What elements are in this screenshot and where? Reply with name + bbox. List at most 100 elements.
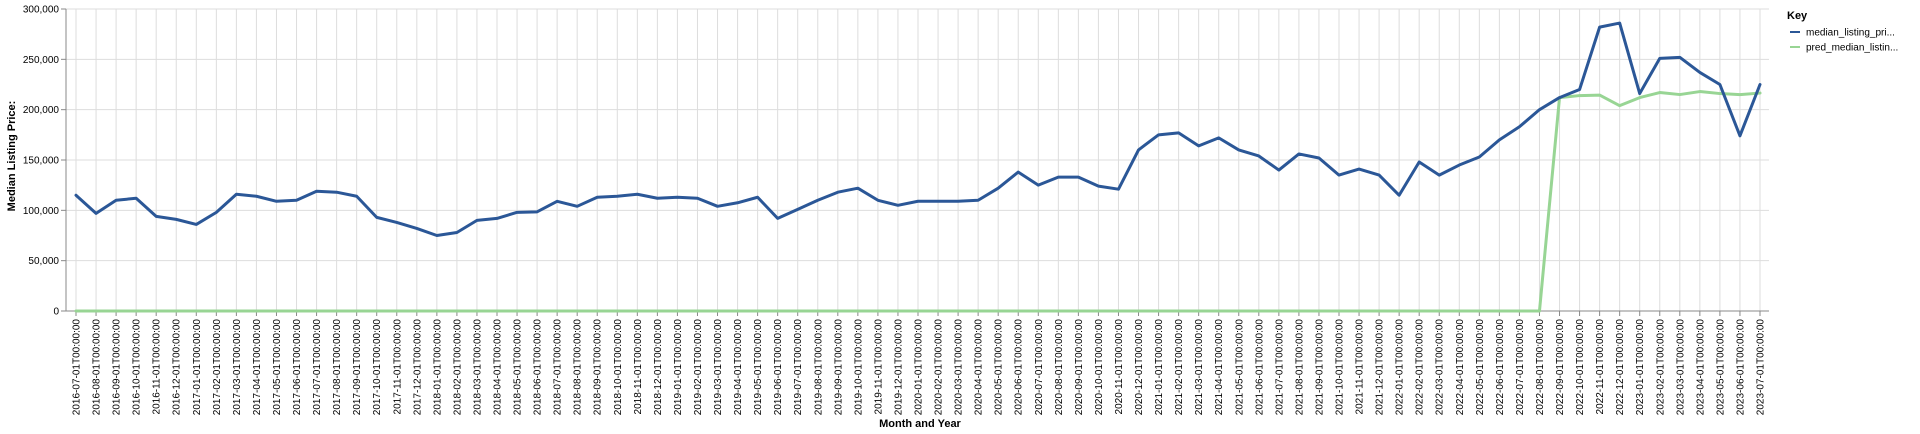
x-tick-label: 2017-01-01T00:00:00	[192, 319, 203, 416]
x-tick-label: 2020-05-01T00:00:00	[994, 319, 1005, 416]
legend: Key median_listing_pri... pred_median_lis…	[1787, 10, 1898, 54]
x-tick-label: 2018-10-01T00:00:00	[613, 319, 624, 416]
y-tick-label: 300,000	[23, 5, 60, 16]
x-tick-label: 2020-12-01T00:00:00	[1134, 319, 1145, 416]
x-tick-label: 2019-09-01T00:00:00	[833, 319, 844, 416]
x-tick-label: 2021-12-01T00:00:00	[1375, 319, 1386, 416]
x-tick-label: 2019-01-01T00:00:00	[673, 319, 684, 416]
x-tick-label: 2020-03-01T00:00:00	[954, 319, 965, 416]
x-tick-label: 2018-07-01T00:00:00	[553, 319, 564, 416]
y-tick-label: 50,000	[28, 256, 59, 267]
x-tick-label: 2019-04-01T00:00:00	[733, 319, 744, 416]
x-tick-label: 2022-12-01T00:00:00	[1615, 319, 1626, 416]
x-tick-label: 2022-10-01T00:00:00	[1575, 319, 1586, 416]
x-axis: 2016-07-01T00:00:00 2016-08-01T00:00:00 20…	[66, 310, 1769, 416]
series-line	[74, 90, 1762, 313]
x-tick-label: 2023-02-01T00:00:00	[1655, 319, 1666, 416]
x-tick-label: 2018-05-01T00:00:00	[513, 319, 524, 416]
x-tick-label: 2018-12-01T00:00:00	[653, 319, 664, 416]
x-tick-label: 2019-03-01T00:00:00	[713, 319, 724, 416]
x-tick-label: 2023-06-01T00:00:00	[1735, 319, 1746, 416]
x-tick-label: 2018-09-01T00:00:00	[593, 319, 604, 416]
x-tick-label: 2022-05-01T00:00:00	[1475, 319, 1486, 416]
x-tick-label: 2019-11-01T00:00:00	[873, 319, 884, 415]
x-tick-label: 2017-03-01T00:00:00	[232, 319, 243, 416]
x-tick-label: 2022-07-01T00:00:00	[1515, 319, 1526, 416]
x-tick-label: 2019-12-01T00:00:00	[893, 319, 904, 416]
x-tick-label: 2017-08-01T00:00:00	[332, 319, 343, 416]
series-line	[74, 21, 1762, 237]
y-tick-label: 200,000	[23, 105, 60, 116]
y-tick-label: 250,000	[23, 55, 60, 66]
x-tick-label: 2016-08-01T00:00:00	[92, 319, 103, 416]
x-tick-label: 2020-10-01T00:00:00	[1094, 319, 1105, 416]
legend-label: median_listing_pri...	[1806, 28, 1895, 39]
x-tick-label: 2020-11-01T00:00:00	[1114, 319, 1125, 415]
x-tick-label: 2020-07-01T00:00:00	[1034, 319, 1045, 416]
x-tick-label: 2019-10-01T00:00:00	[853, 319, 864, 416]
y-axis-title: Median Listing Price:	[6, 101, 18, 212]
x-tick-label: 2017-06-01T00:00:00	[292, 319, 303, 416]
x-tick-label: 2022-04-01T00:00:00	[1455, 319, 1466, 416]
gridlines	[66, 8, 1769, 312]
x-tick-label: 2020-08-01T00:00:00	[1054, 319, 1065, 416]
x-tick-label: 2020-02-01T00:00:00	[934, 319, 945, 416]
x-tick-label: 2021-08-01T00:00:00	[1294, 319, 1305, 416]
x-tick-label: 2021-10-01T00:00:00	[1335, 319, 1346, 416]
x-tick-label: 2021-11-01T00:00:00	[1355, 319, 1366, 415]
x-tick-label: 2019-07-01T00:00:00	[793, 319, 804, 416]
x-tick-label: 2016-10-01T00:00:00	[132, 319, 143, 416]
x-tick-label: 2021-07-01T00:00:00	[1274, 319, 1285, 416]
x-tick-label: 2023-05-01T00:00:00	[1715, 319, 1726, 416]
x-tick-label: 2016-11-01T00:00:00	[152, 319, 163, 415]
x-tick-label: 2020-04-01T00:00:00	[974, 319, 985, 416]
x-tick-label: 2022-01-01T00:00:00	[1395, 319, 1406, 416]
x-tick-label: 2018-01-01T00:00:00	[432, 319, 443, 416]
x-tick-label: 2017-09-01T00:00:00	[352, 319, 363, 416]
x-tick-label: 2022-09-01T00:00:00	[1555, 319, 1566, 416]
y-axis: 0 50,000 100,000 150,000 200,000 250,000 300,0…	[23, 5, 67, 318]
x-tick-label: 2016-09-01T00:00:00	[112, 319, 123, 416]
x-tick-label: 2018-06-01T00:00:00	[533, 319, 544, 416]
x-tick-label: 2020-01-01T00:00:00	[914, 319, 925, 416]
x-tick-label: 2023-04-01T00:00:00	[1695, 319, 1706, 416]
x-tick-label: 2020-06-01T00:00:00	[1014, 319, 1025, 416]
x-tick-label: 2017-11-01T00:00:00	[392, 319, 403, 415]
series-lines	[74, 21, 1762, 313]
x-tick-label: 2017-04-01T00:00:00	[252, 319, 263, 416]
x-tick-label: 2021-03-01T00:00:00	[1194, 319, 1205, 416]
x-tick-label: 2022-11-01T00:00:00	[1595, 319, 1606, 415]
y-tick-label: 0	[53, 307, 59, 318]
x-tick-label: 2021-01-01T00:00:00	[1154, 319, 1165, 416]
x-tick-label: 2017-07-01T00:00:00	[312, 319, 323, 416]
y-tick-label: 100,000	[23, 206, 60, 217]
x-tick-label: 2020-09-01T00:00:00	[1074, 319, 1085, 416]
x-tick-label: 2016-07-01T00:00:00	[72, 319, 83, 416]
x-tick-label: 2021-05-01T00:00:00	[1234, 319, 1245, 416]
legend-label: pred_median_listin...	[1806, 43, 1898, 54]
x-tick-label: 2017-12-01T00:00:00	[412, 319, 423, 416]
x-tick-label: 2019-05-01T00:00:00	[753, 319, 764, 416]
x-tick-label: 2018-08-01T00:00:00	[573, 319, 584, 416]
x-tick-label: 2019-02-01T00:00:00	[693, 319, 704, 416]
y-tick-label: 150,000	[23, 156, 60, 167]
x-tick-label: 2021-09-01T00:00:00	[1314, 319, 1325, 416]
x-tick-label: 2022-08-01T00:00:00	[1535, 319, 1546, 416]
x-tick-label: 2021-06-01T00:00:00	[1254, 319, 1265, 416]
x-tick-label: 2023-01-01T00:00:00	[1635, 319, 1646, 416]
x-tick-label: 2018-03-01T00:00:00	[472, 319, 483, 416]
x-tick-label: 2023-03-01T00:00:00	[1675, 319, 1686, 416]
x-tick-label: 2022-06-01T00:00:00	[1495, 319, 1506, 416]
x-tick-label: 2017-10-01T00:00:00	[372, 319, 383, 416]
legend-title: Key	[1787, 10, 1808, 22]
x-axis-title: Month and Year	[879, 418, 961, 430]
x-tick-label: 2019-06-01T00:00:00	[773, 319, 784, 416]
x-tick-label: 2017-05-01T00:00:00	[272, 319, 283, 416]
x-tick-label: 2018-11-01T00:00:00	[633, 319, 644, 415]
x-tick-label: 2017-02-01T00:00:00	[212, 319, 223, 416]
x-tick-label: 2018-04-01T00:00:00	[493, 319, 504, 416]
x-tick-label: 2018-02-01T00:00:00	[452, 319, 463, 416]
x-tick-label: 2019-08-01T00:00:00	[813, 319, 824, 416]
x-tick-label: 2022-02-01T00:00:00	[1415, 319, 1426, 416]
